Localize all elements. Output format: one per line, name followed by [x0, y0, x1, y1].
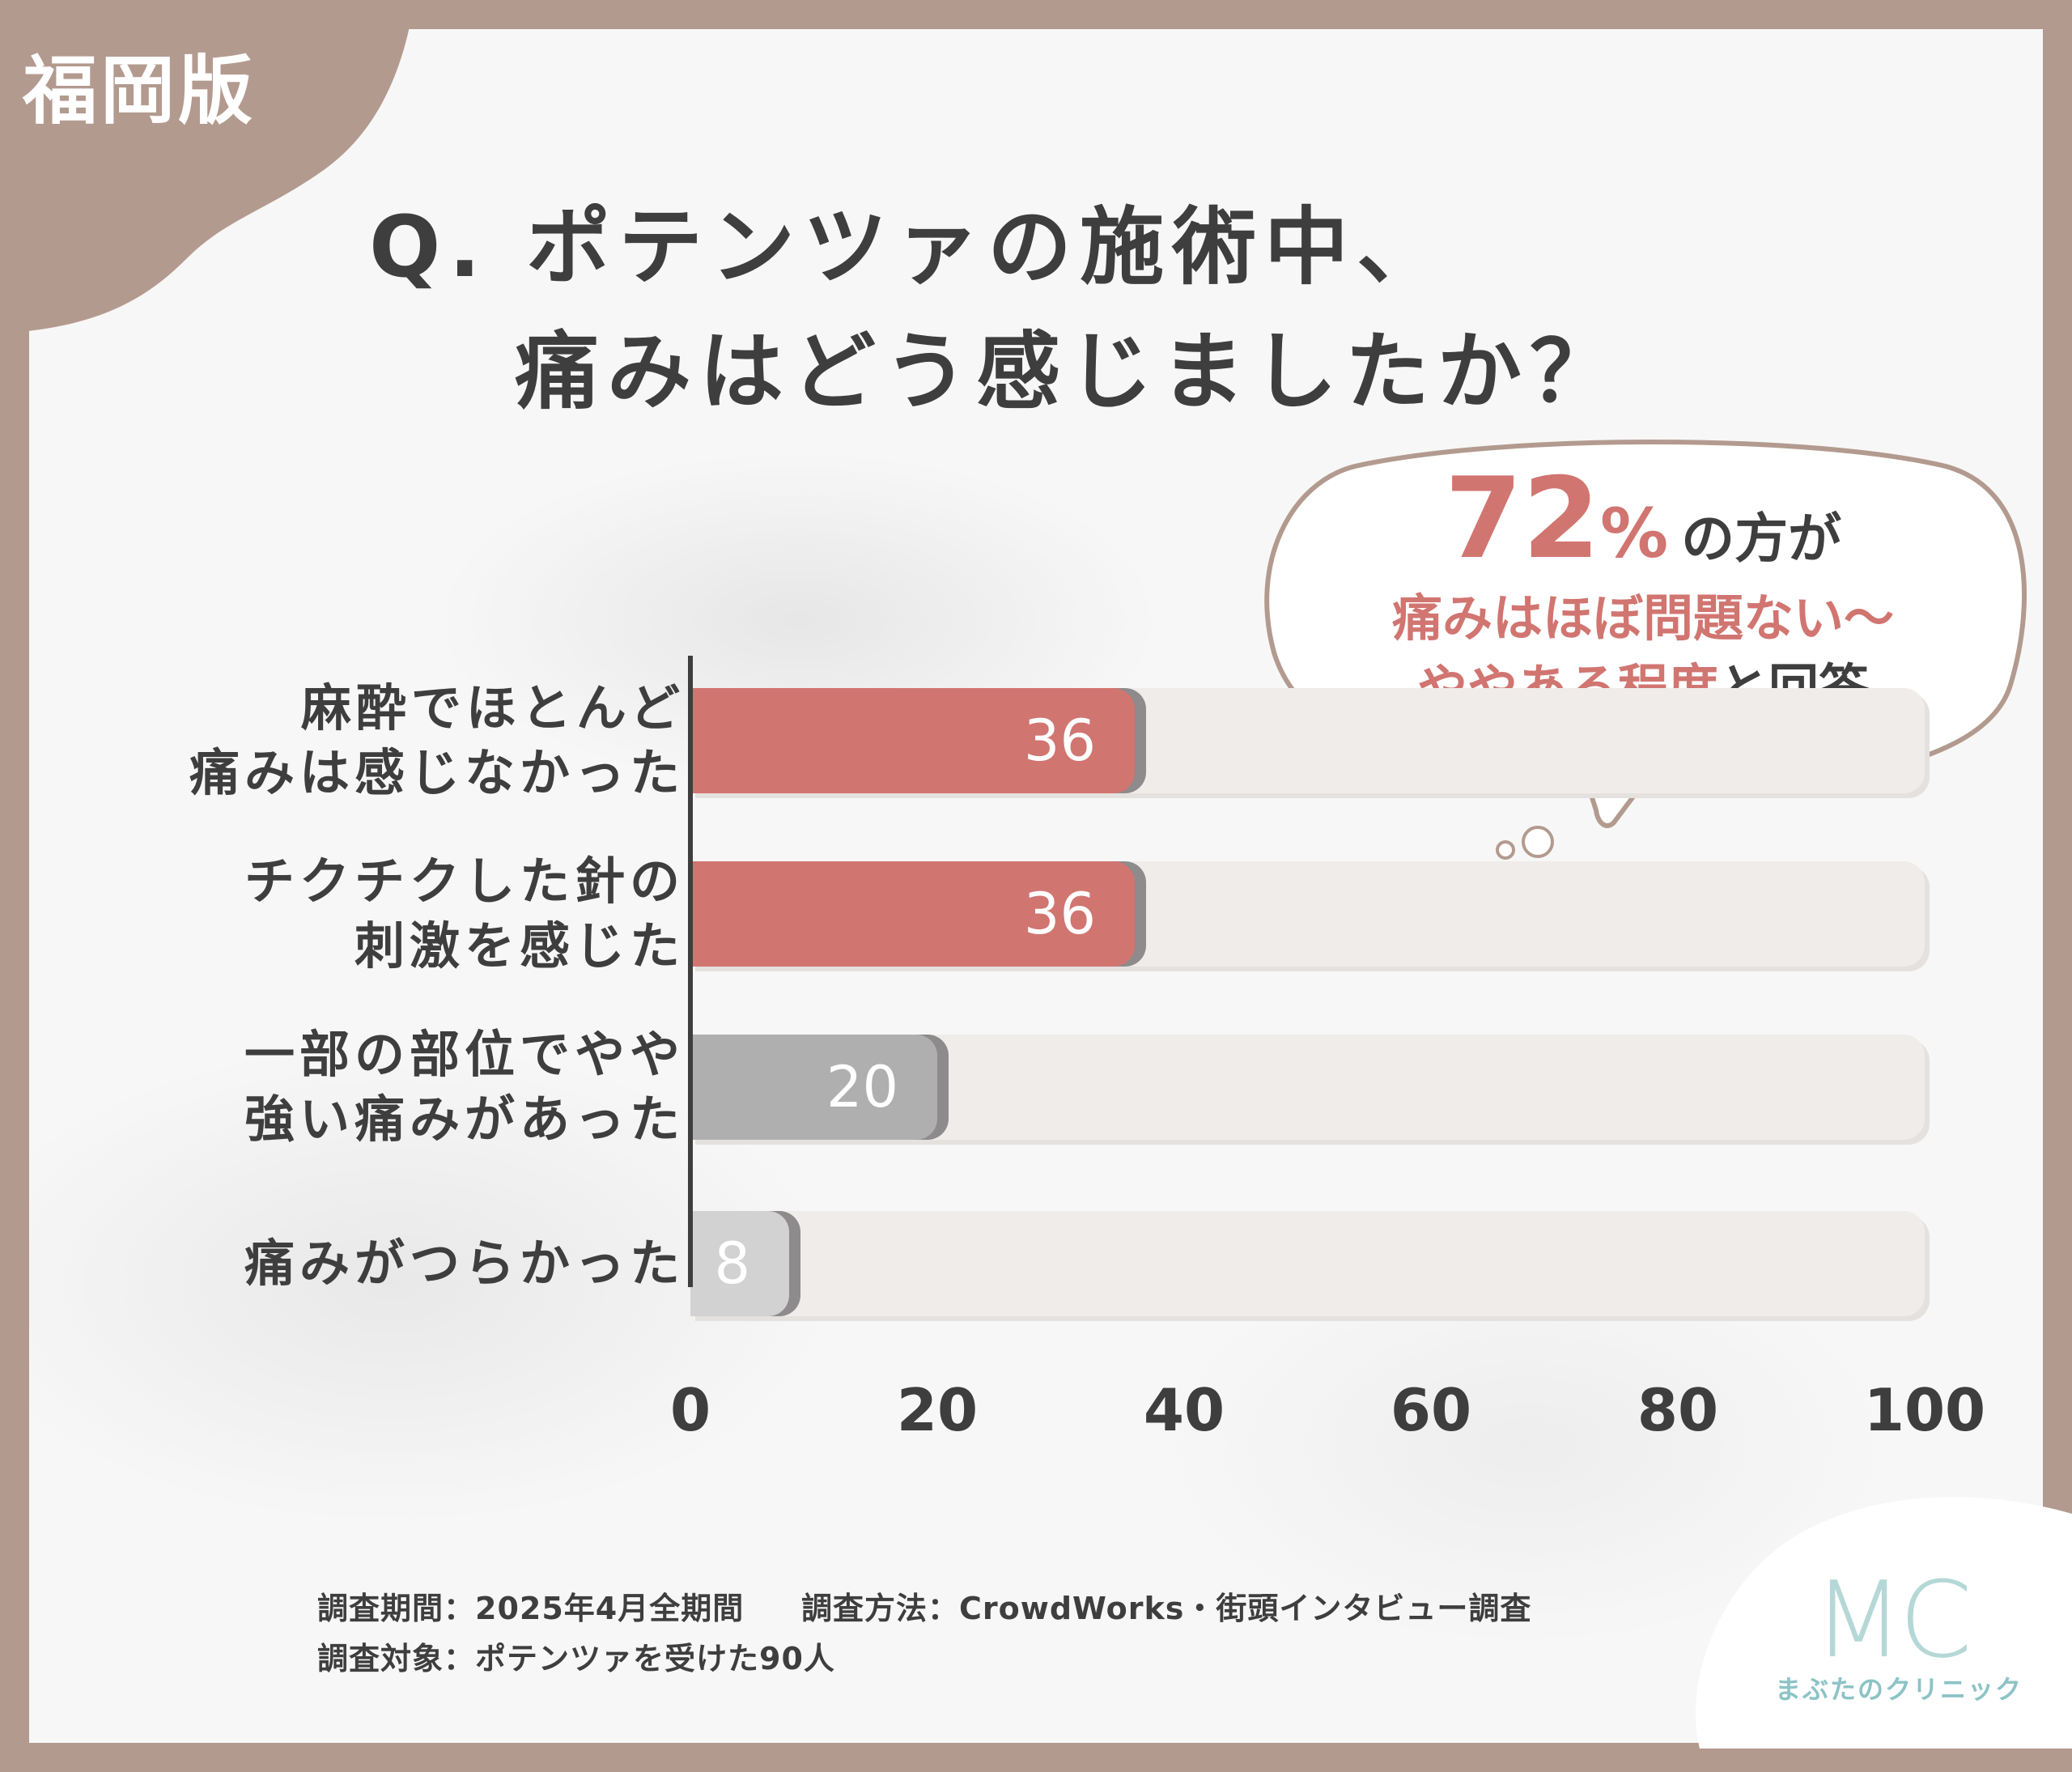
- page-title: Q. ポテンツァの施術中、 痛みはどう感じましたか？: [369, 185, 1622, 434]
- x-tick-label: 100: [1863, 1376, 1986, 1444]
- clinic-logo-mark: MC: [1813, 1558, 1972, 1681]
- bar-value-label: 36: [1023, 708, 1096, 774]
- region-label: 福岡版: [23, 48, 257, 134]
- bar: [690, 1035, 937, 1140]
- footnote-method: 調査方法：CrowdWorks・街頭インタビュー調査: [801, 1591, 1532, 1626]
- category-label-line: チクチクした針の: [244, 852, 685, 911]
- category-label-line: 痛みがつらかった: [244, 1234, 685, 1293]
- x-tick-label: 80: [1637, 1376, 1719, 1444]
- logo-background: [1695, 1497, 2072, 1749]
- category-label: チクチクした針の 刺激を感じた: [102, 849, 685, 979]
- bar-track: [690, 1211, 1925, 1316]
- category-label-line: 痛みは感じなかった: [189, 743, 685, 802]
- callout-percent: 72: [1444, 453, 1600, 584]
- category-label-line: 強い痛みがあった: [244, 1090, 685, 1149]
- category-label-line: 麻酔でほとんど: [300, 678, 685, 737]
- x-tick-label: 60: [1390, 1376, 1472, 1444]
- callout-suffix: の方が: [1681, 508, 1842, 570]
- y-axis-line: [688, 656, 693, 1287]
- footnote-target: 調査対象：ポテンツァを受けた90人: [317, 1641, 835, 1676]
- category-label: 一部の部位でやや 強い痛みがあった: [102, 1022, 685, 1152]
- title-line-2: 痛みはどう感じましたか？: [515, 322, 1623, 421]
- title-line-1: Q. ポテンツァの施術中、: [369, 198, 1450, 296]
- category-label-line: 刺激を感じた: [354, 916, 685, 975]
- bar: [690, 1211, 789, 1316]
- bar-value-label: 8: [714, 1230, 750, 1297]
- category-label: 痛みがつらかった: [102, 1231, 685, 1296]
- category-label: 麻酔でほとんど痛みは感じなかった: [102, 676, 685, 805]
- callout-line-2: 痛みはほぼ問題ない〜: [1391, 589, 1894, 648]
- callout-text: 72%の方が 痛みはほぼ問題ない〜 ややある程度と回答: [1279, 453, 2007, 723]
- bar-value-label: 36: [1023, 881, 1096, 947]
- bar: [690, 861, 1135, 967]
- clinic-logo-text: まぶたのクリニック: [1774, 1674, 2023, 1705]
- x-tick-label: 20: [896, 1376, 979, 1444]
- footnote-period: 調査期間：2025年4月全期間: [317, 1591, 745, 1626]
- category-label-line: 一部の部位でやや: [244, 1025, 685, 1084]
- x-tick-label: 0: [669, 1376, 711, 1444]
- callout-percent-sign: %: [1599, 494, 1669, 573]
- region-corner-tab: [0, 0, 414, 334]
- bar: [690, 688, 1135, 793]
- bar-value-label: 20: [826, 1054, 898, 1120]
- x-tick-label: 40: [1143, 1376, 1225, 1444]
